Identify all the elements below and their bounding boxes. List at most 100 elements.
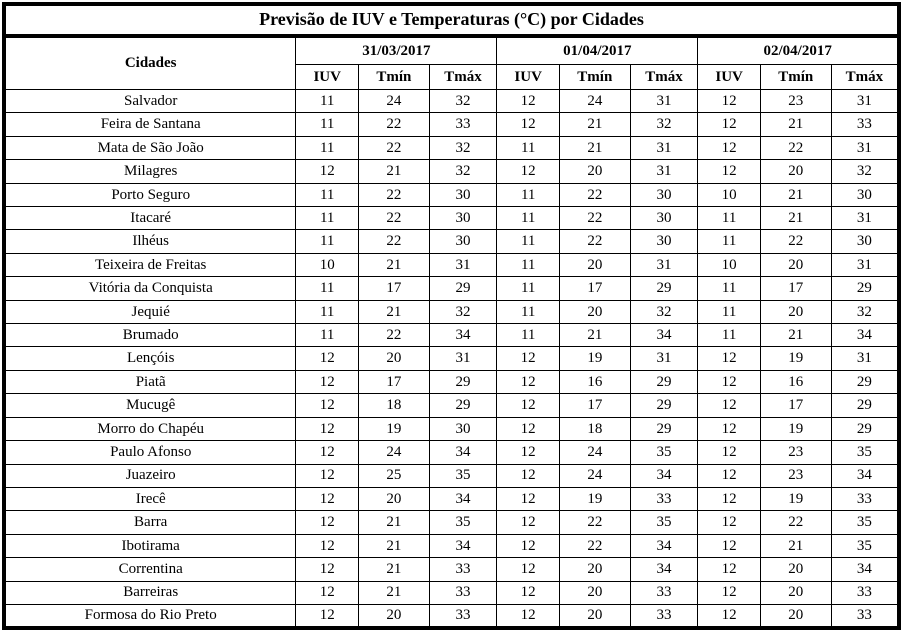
cell-tmax: 32 [830,159,900,184]
cell-iuv: 12 [697,510,761,535]
cell-iuv: 12 [295,603,359,629]
cell-tmax: 29 [830,416,900,442]
cell-tmax: 35 [830,440,900,465]
cell-iuv: 12 [295,346,359,371]
cell-iuv: 12 [295,557,359,582]
city-name: Salvador [3,88,297,114]
cell-tmin: 21 [358,299,430,325]
city-name: Milagres [3,159,297,184]
city-name: Vitória da Conquista [3,276,297,301]
date-header-3: 02/04/2017 [697,35,900,65]
cell-iuv: 12 [697,369,761,395]
cell-tmin: 21 [358,252,430,278]
cell-iuv: 12 [697,346,761,371]
cell-tmax: 34 [428,486,498,512]
cell-iuv: 12 [697,486,761,512]
cell-tmax: 33 [629,603,699,629]
cell-iuv: 12 [697,463,761,488]
city-name: Barreiras [3,580,297,605]
cell-tmax: 32 [428,299,498,325]
table-row: Morro do Chapéu 12 19 30 12 18 29 12 19 … [3,416,900,442]
cell-tmin: 24 [358,440,430,465]
cell-iuv: 12 [496,416,560,442]
table-row: Lençóis 12 20 31 12 19 31 12 19 31 [3,346,900,371]
cell-tmax: 31 [830,206,900,231]
cell-iuv: 12 [697,88,761,114]
cell-tmin: 17 [759,393,832,418]
cell-tmax: 31 [830,346,900,371]
col-header-tmax: Tmáx [629,64,699,90]
cell-tmin: 20 [358,486,430,512]
cell-iuv: 12 [697,603,761,629]
cell-iuv: 11 [295,182,359,208]
cell-iuv: 11 [496,182,560,208]
cell-tmin: 21 [358,533,430,559]
cell-iuv: 12 [295,463,359,488]
cell-tmax: 34 [629,323,699,348]
cities-header: Cidades [3,35,297,90]
cell-tmin: 20 [558,299,631,325]
cell-tmin: 24 [358,88,430,114]
cell-tmin: 22 [759,229,832,254]
cell-tmax: 32 [428,135,498,161]
cell-tmax: 32 [830,299,900,325]
cell-tmax: 33 [830,112,900,137]
cell-tmin: 21 [558,135,631,161]
city-name: Barra [3,510,297,535]
cell-iuv: 12 [496,580,560,605]
cell-tmin: 20 [759,299,832,325]
table-row: Formosa do Rio Preto 12 20 33 12 20 33 1… [3,603,900,629]
cell-iuv: 11 [697,229,761,254]
cell-iuv: 10 [295,252,359,278]
cell-iuv: 12 [697,135,761,161]
city-name: Piatã [3,369,297,395]
cell-tmax: 34 [428,440,498,465]
cell-tmax: 30 [428,182,498,208]
cell-tmin: 22 [358,206,430,231]
cell-iuv: 12 [496,159,560,184]
cell-tmax: 32 [428,159,498,184]
date-header-2: 01/04/2017 [496,35,699,65]
cell-tmax: 35 [428,463,498,488]
cell-tmax: 35 [629,440,699,465]
table-row: Paulo Afonso 12 24 34 12 24 35 12 23 35 [3,440,900,465]
cell-iuv: 11 [295,206,359,231]
cell-iuv: 11 [496,135,560,161]
cell-tmax: 31 [830,135,900,161]
cell-tmin: 25 [358,463,430,488]
cell-iuv: 11 [295,88,359,114]
date-header-1: 31/03/2017 [295,35,498,65]
cell-tmin: 21 [558,112,631,137]
cell-iuv: 12 [496,533,560,559]
cell-tmin: 19 [759,346,832,371]
table-row: Mata de São João 11 22 32 11 21 31 12 22… [3,135,900,161]
cell-tmax: 35 [428,510,498,535]
cell-tmin: 21 [358,510,430,535]
city-name: Mata de São João [3,135,297,161]
col-header-iuv: IUV [295,64,359,90]
cell-tmax: 30 [629,229,699,254]
cell-tmin: 18 [558,416,631,442]
cell-tmin: 19 [558,486,631,512]
city-name: Ibotirama [3,533,297,559]
cell-tmin: 20 [759,580,832,605]
cell-iuv: 11 [496,252,560,278]
page-title: Previsão de IUV e Temperaturas (°C) por … [3,3,900,38]
table-row: Piatã 12 17 29 12 16 29 12 16 29 [3,369,900,395]
city-name: Paulo Afonso [3,440,297,465]
cell-tmax: 33 [830,603,900,629]
cell-tmin: 21 [358,159,430,184]
cell-tmin: 19 [759,416,832,442]
cell-tmax: 30 [830,182,900,208]
forecast-table-body: Salvador 11 24 32 12 24 31 12 23 31 Feir… [3,88,900,629]
table-row: Salvador 11 24 32 12 24 31 12 23 31 [3,88,900,114]
cell-iuv: 12 [697,557,761,582]
table-row: Ibotirama 12 21 34 12 22 34 12 21 35 [3,533,900,559]
cell-tmax: 33 [830,486,900,512]
cell-tmin: 19 [759,486,832,512]
cell-tmin: 18 [358,393,430,418]
cell-tmax: 33 [629,580,699,605]
sub-header-row: IUV Tmín Tmáx IUV Tmín Tmáx IUV Tmín Tmá… [4,64,900,90]
col-header-tmax: Tmáx [830,64,900,90]
cell-tmax: 31 [830,252,900,278]
